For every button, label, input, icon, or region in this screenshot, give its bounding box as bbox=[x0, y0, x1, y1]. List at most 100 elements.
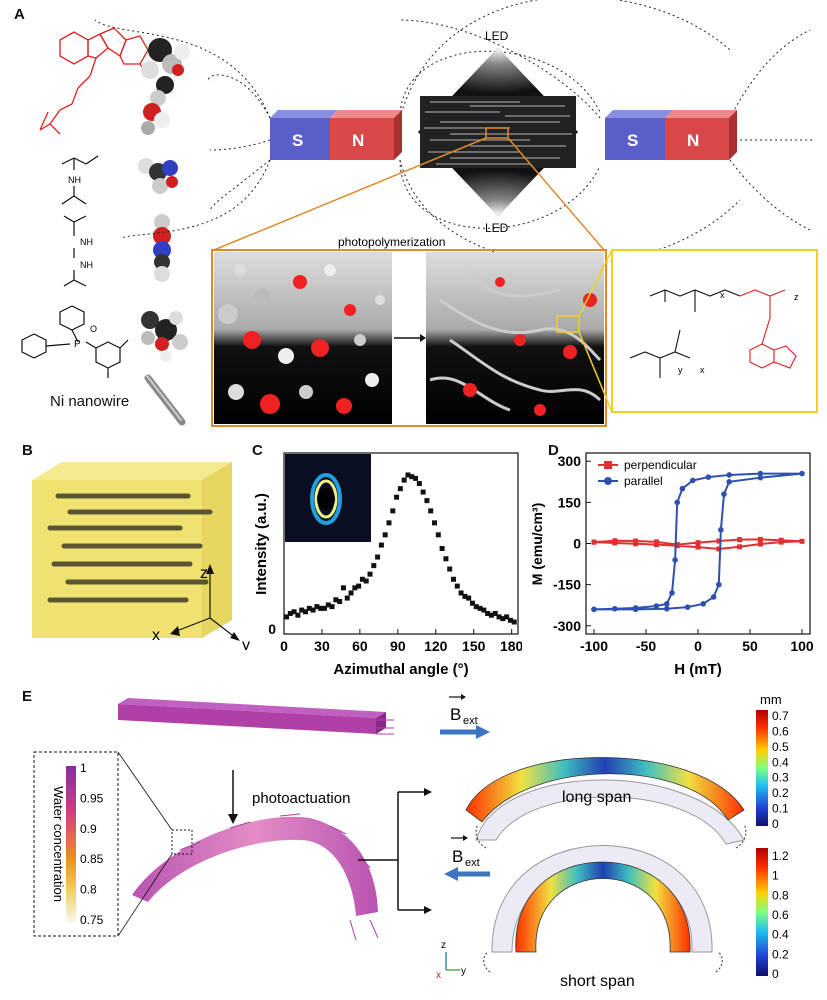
panel-label-e: E bbox=[22, 688, 33, 705]
c-xtick-label: 180 bbox=[500, 638, 522, 654]
c-data-point bbox=[500, 616, 506, 622]
mm-tick-top-label: 0.1 bbox=[772, 802, 789, 816]
c-data-point bbox=[435, 532, 441, 538]
d-data-point bbox=[633, 541, 639, 547]
d-data-point bbox=[664, 601, 670, 607]
c-data-point bbox=[318, 605, 324, 611]
mm-tick-bottom-label: 1.2 bbox=[772, 849, 789, 863]
svg-text:NH: NH bbox=[80, 237, 93, 247]
magnetic-field-lines bbox=[94, 0, 815, 265]
magnet-right-n: N bbox=[687, 131, 699, 150]
mm-tick-bottom-label: 0 bbox=[772, 967, 779, 981]
d-data-point bbox=[710, 594, 717, 600]
c-data-point bbox=[344, 595, 350, 601]
c-data-point bbox=[485, 610, 491, 616]
c-data-point bbox=[299, 607, 305, 613]
c-xtick-label: 150 bbox=[462, 638, 486, 654]
monomer-particles bbox=[218, 264, 385, 414]
mm-colorbar-bottom bbox=[756, 848, 768, 976]
c-data-point bbox=[287, 610, 293, 616]
c-data-point bbox=[405, 472, 411, 478]
c-data-point bbox=[310, 607, 316, 613]
d-data-point bbox=[695, 544, 701, 550]
c-data-point bbox=[458, 590, 464, 596]
c-data-point bbox=[454, 583, 460, 589]
mm-tick-top-label: 0.4 bbox=[772, 755, 789, 769]
d-data-point bbox=[716, 581, 722, 588]
panel-d-chart: -100 -50 0 50 100 300 150 0 -150 -300 perpendicul… bbox=[529, 452, 814, 678]
d-data-point bbox=[726, 472, 732, 478]
c-data-point bbox=[466, 595, 472, 601]
polymer-y: y bbox=[678, 365, 683, 375]
c-data-point bbox=[409, 474, 415, 480]
d-xtick-label: 100 bbox=[790, 638, 814, 654]
c-data-point bbox=[447, 566, 453, 572]
mm-unit: mm bbox=[760, 692, 782, 707]
c-data-point bbox=[488, 612, 494, 618]
mm-tick-top-label: 0 bbox=[772, 817, 779, 831]
long-span-arch bbox=[465, 757, 745, 823]
d-data-point bbox=[612, 538, 618, 544]
svg-text:P: P bbox=[74, 339, 81, 350]
c-data-point bbox=[306, 605, 312, 611]
c-plot-frame bbox=[283, 452, 519, 635]
mm-tick-top-label: 0.3 bbox=[772, 771, 789, 785]
panel-e-figure: photoactuation Water concentration 1 0.95… bbox=[33, 692, 789, 990]
c-data-point bbox=[359, 576, 365, 582]
c-data-point bbox=[424, 498, 430, 504]
d-data-point bbox=[705, 474, 712, 480]
c-data-point bbox=[371, 563, 377, 569]
d-ytick-label: 150 bbox=[558, 494, 582, 510]
polymer-structure-box bbox=[611, 249, 818, 413]
c-data-point bbox=[413, 475, 419, 481]
zoom-box bbox=[211, 249, 607, 427]
c-data-point bbox=[363, 578, 369, 584]
c-data-point bbox=[420, 489, 426, 495]
led-top-label: LED bbox=[485, 29, 509, 43]
d-data-point bbox=[757, 536, 763, 542]
d-data-point bbox=[674, 542, 680, 548]
water-title: Water concentration bbox=[51, 786, 66, 902]
photoactuation-label: photoactuation bbox=[252, 790, 350, 807]
bext-top: B bbox=[450, 705, 461, 724]
c-data-point bbox=[352, 585, 358, 591]
d-ytick-label: -300 bbox=[553, 618, 581, 634]
c-data-point bbox=[443, 556, 449, 562]
panel-b-figure: z x y bbox=[32, 462, 250, 650]
mm-tick-top-label: 0.5 bbox=[772, 740, 789, 754]
c-data-point bbox=[375, 554, 381, 560]
c-xtick-label: 30 bbox=[314, 638, 330, 654]
mba-spacefill bbox=[153, 214, 171, 282]
d-data-point bbox=[679, 485, 686, 492]
photoinitiator-structure bbox=[21, 305, 129, 378]
d-data-point bbox=[612, 605, 618, 612]
c-data-point bbox=[356, 583, 362, 589]
mm-colorbar-top bbox=[756, 710, 768, 826]
d-data-point bbox=[690, 477, 696, 484]
c-data-point bbox=[333, 597, 339, 603]
c-data-point bbox=[469, 600, 475, 606]
c-data-point bbox=[462, 593, 468, 599]
svg-text:NH: NH bbox=[80, 260, 93, 270]
magnet-left bbox=[270, 110, 402, 160]
magnet-right-s: S bbox=[627, 131, 638, 150]
c-data-point bbox=[367, 571, 373, 577]
c-data-point bbox=[401, 477, 407, 483]
c-data-point bbox=[378, 542, 384, 548]
photopolymerization-label: photopolymerization bbox=[338, 235, 445, 249]
mm-tick-bottom-label: 1 bbox=[772, 869, 779, 883]
mm-tick-top-label: 0.2 bbox=[772, 786, 789, 800]
mm-tick-top-label: 0.7 bbox=[772, 709, 789, 723]
c-data-point bbox=[295, 612, 301, 618]
c-data-point bbox=[481, 607, 487, 613]
c-data-point bbox=[303, 609, 309, 615]
c-data-point bbox=[394, 494, 400, 500]
d-data-point bbox=[799, 538, 805, 544]
mba-structure bbox=[63, 215, 87, 287]
d-ytick-label: 300 bbox=[558, 453, 582, 469]
c-data-point bbox=[473, 604, 479, 610]
polymer-z: z bbox=[794, 292, 799, 302]
c-xlabel: Azimuthal angle (°) bbox=[333, 661, 468, 678]
mm-tick-top-label: 0.6 bbox=[772, 724, 789, 738]
magnet-left-n: N bbox=[352, 131, 364, 150]
